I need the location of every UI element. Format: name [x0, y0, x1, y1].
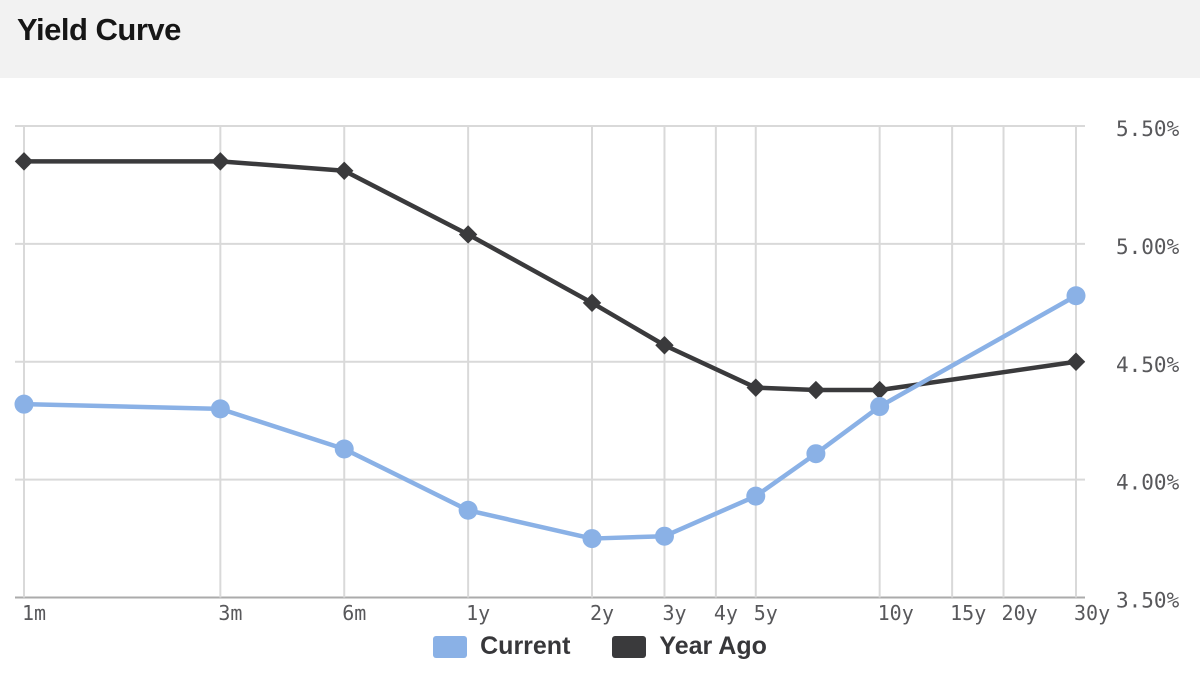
yield-curve-svg: 5.50% 5.00% 4.50% 4.00% 3.50% 1m 3m 6m 1y 2y 3y 4y 5… [14, 117, 1180, 625]
current-series-swatch [433, 635, 468, 658]
x-axis-tick-label: 4y [714, 601, 738, 625]
year-ago-data-point-marker[interactable] [655, 336, 674, 355]
year-ago-series-line [21, 159, 1079, 393]
year-ago-data-point-marker[interactable] [14, 152, 34, 171]
legend-label-current: Current [480, 632, 571, 660]
current-data-point-marker[interactable] [870, 397, 890, 417]
legend-item-current[interactable]: Current [433, 632, 570, 661]
y-axis-tick-label: 4.00% [1116, 471, 1180, 495]
chart-legend: Current Year Ago [0, 632, 1200, 661]
y-axis-tick-label: 5.00% [1116, 235, 1180, 259]
current-data-point-marker[interactable] [210, 399, 230, 419]
current-data-point-marker[interactable] [334, 439, 354, 459]
x-axis-tick-label: 3y [662, 601, 686, 625]
y-axis-tick-label: 5.50% [1116, 117, 1180, 141]
legend-item-year-ago[interactable]: Year Ago [612, 632, 767, 661]
page-header: Yield Curve [0, 0, 1200, 78]
year-ago-data-point-marker[interactable] [806, 380, 826, 400]
x-axis-tick-label: 1m [22, 601, 46, 625]
year-ago-data-point-marker[interactable] [335, 161, 354, 180]
x-axis-tick-label: 3m [218, 601, 242, 625]
current-data-point-marker[interactable] [746, 486, 766, 506]
current-series-line [21, 293, 1079, 541]
current-data-point-marker[interactable] [806, 444, 826, 464]
year-ago-data-point-marker[interactable] [582, 293, 602, 313]
year-ago-data-point-marker[interactable] [211, 152, 230, 171]
y-axis-tick-label: 4.50% [1116, 353, 1180, 377]
year-ago-series-swatch [612, 635, 647, 658]
x-axis-tick-label: 15y [950, 601, 986, 625]
x-axis-tick-label: 30y [1074, 601, 1110, 625]
x-axis-tick-label: 2y [590, 601, 614, 625]
chart-area: 5.50% 5.00% 4.50% 4.00% 3.50% 1m 3m 6m 1y 2y 3y 4y 5… [0, 78, 1200, 630]
page-title: Yield Curve [17, 12, 181, 47]
current-data-point-marker[interactable] [1066, 286, 1086, 306]
year-ago-data-point-marker[interactable] [746, 378, 765, 397]
x-axis-tick-label: 20y [1002, 601, 1038, 625]
y-axis-tick-label: 3.50% [1116, 589, 1180, 613]
current-data-point-marker[interactable] [14, 394, 34, 414]
current-data-point-marker[interactable] [582, 529, 602, 549]
x-axis-tick-label: 1y [466, 601, 490, 625]
x-axis-tick-label: 6m [342, 601, 366, 625]
x-axis-tick-label: 5y [754, 601, 778, 625]
current-data-point-marker[interactable] [654, 526, 674, 546]
current-data-point-marker[interactable] [458, 500, 478, 520]
year-ago-data-point-marker[interactable] [870, 380, 889, 400]
legend-label-year-ago: Year Ago [659, 632, 767, 660]
x-axis-tick-label: 10y [878, 601, 914, 625]
year-ago-data-point-marker[interactable] [458, 225, 478, 244]
year-ago-data-point-marker[interactable] [1066, 352, 1086, 371]
